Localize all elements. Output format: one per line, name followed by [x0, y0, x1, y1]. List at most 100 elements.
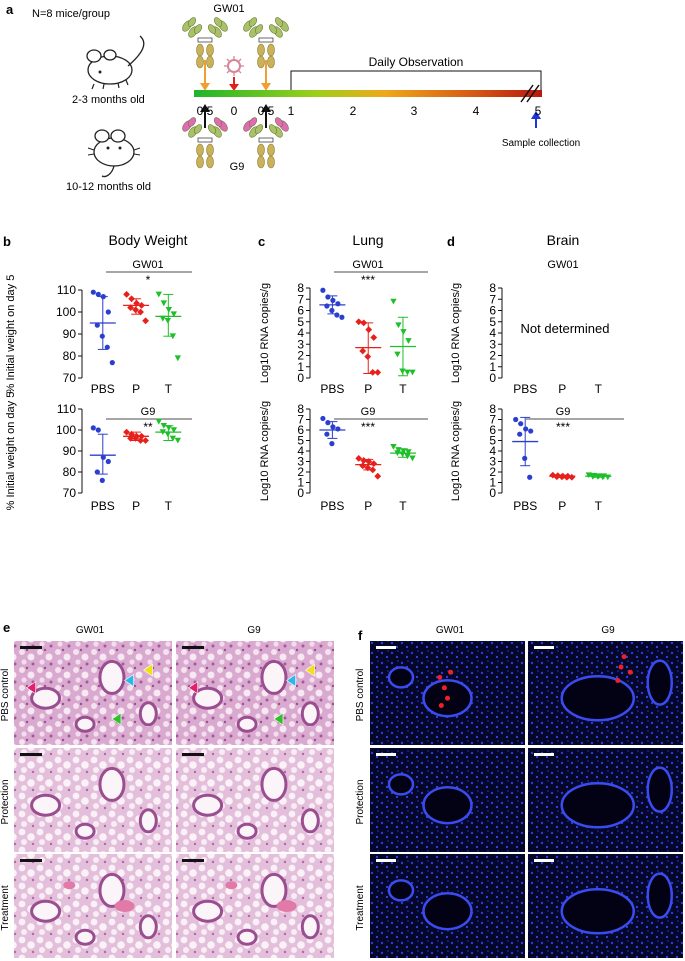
y-tick-label: 8 [489, 281, 496, 295]
x-category-label: T [165, 382, 173, 396]
y-tick-label: 6 [489, 423, 496, 437]
data-point [360, 457, 368, 464]
data-point [94, 322, 100, 328]
data-point [127, 435, 134, 442]
he-micrograph [176, 748, 334, 852]
data-point [132, 435, 139, 442]
viral-signal-spot [445, 695, 450, 701]
young-age-label: 2-3 months old [72, 94, 145, 106]
y-tick-label: 70 [63, 486, 77, 500]
panel-letter: b [3, 234, 11, 249]
y-tick-label: 5 [297, 434, 304, 448]
antibody-icons [182, 17, 289, 169]
data-point [400, 448, 407, 454]
timeline-tick-label: 2 [350, 104, 357, 118]
antibody-icon [243, 17, 289, 69]
if-micrograph [370, 748, 525, 852]
data-point [369, 368, 377, 376]
x-category-label: P [132, 499, 140, 513]
data-point [568, 473, 576, 481]
y-axis-label: % Initial weight on day 5 [5, 392, 17, 511]
data-point [132, 306, 139, 314]
y-tick-label: 0 [297, 371, 304, 385]
data-point [585, 472, 592, 479]
timeline-tick-label: 3 [411, 104, 418, 118]
hemorrhage-spot [63, 881, 76, 890]
plot-antibody-label: G9 [556, 406, 571, 418]
data-point [128, 295, 135, 303]
y-axis-label: Log10 RNA copies/g [450, 283, 462, 383]
viral-signal-spot [627, 669, 633, 675]
airway-shape [30, 686, 62, 710]
y-tick-label: 1 [297, 360, 304, 374]
if-micrograph [370, 854, 525, 958]
x-category-label: P [558, 499, 566, 513]
scale-bar [182, 753, 204, 756]
airway-shape [560, 887, 635, 935]
y-tick-label: 90 [63, 444, 77, 458]
observation-bracket [290, 70, 542, 90]
x-category-label: T [595, 499, 603, 513]
airway-shape [560, 781, 635, 829]
data-point [165, 425, 173, 431]
data-point [528, 428, 534, 434]
x-category-label: T [595, 382, 603, 396]
data-point [394, 351, 401, 358]
airway-shape [98, 766, 126, 802]
data-point [137, 437, 144, 444]
airway-shape [30, 899, 62, 923]
data-point [100, 294, 106, 300]
data-point [369, 466, 377, 474]
y-tick-label: 1 [489, 476, 496, 490]
airway-shape [30, 793, 62, 817]
panel-e-col-g9: G9 [247, 625, 261, 636]
data-point [517, 431, 523, 437]
plot-antibody-label: GW01 [547, 259, 578, 271]
y-tick-label: 3 [489, 337, 496, 351]
data-point [599, 474, 606, 481]
data-point [123, 291, 130, 298]
airway-shape [646, 659, 673, 706]
data-point [100, 454, 106, 460]
data-point [95, 291, 101, 297]
data-point [127, 304, 134, 311]
data-point [409, 455, 416, 462]
data-point [164, 318, 172, 324]
plot-antibody-label: GW01 [352, 259, 383, 271]
data-point [174, 355, 182, 362]
bottom-antibody-label: G9 [230, 161, 245, 173]
y-tick-label: 2 [489, 465, 496, 479]
data-point [370, 460, 378, 467]
virus-icon [224, 56, 244, 76]
airway-shape [74, 822, 96, 840]
airway-shape [98, 659, 126, 695]
antibody-icon [243, 117, 289, 169]
he-micrograph [14, 641, 172, 745]
data-point [142, 437, 149, 444]
sample-collection-label: Sample collection [502, 138, 580, 149]
dosing-arrows [200, 60, 541, 128]
panel-f: f GW01 G9 PBS control Protection Treatme… [355, 625, 683, 958]
data-point [364, 464, 372, 472]
viral-signal-spot [448, 669, 454, 675]
panel-letter: d [447, 234, 455, 249]
data-point [160, 300, 168, 307]
panel-f-row-treatment: Treatment [355, 885, 366, 930]
panel-e-row-protection: Protection [0, 779, 11, 824]
data-point [523, 426, 529, 432]
data-point [339, 314, 345, 320]
panel-f-col-g9: G9 [601, 625, 615, 636]
y-tick-label: 4 [489, 444, 496, 458]
data-point [174, 437, 182, 444]
data-point [138, 432, 145, 440]
panel-f-row-pbs: PBS control [355, 669, 366, 722]
y-tick-label: 110 [57, 402, 76, 416]
x-category-label: PBS [91, 499, 115, 513]
data-point [335, 426, 341, 432]
data-point [334, 312, 340, 318]
panel-a-letter: a [6, 2, 14, 17]
data-point [170, 311, 178, 318]
